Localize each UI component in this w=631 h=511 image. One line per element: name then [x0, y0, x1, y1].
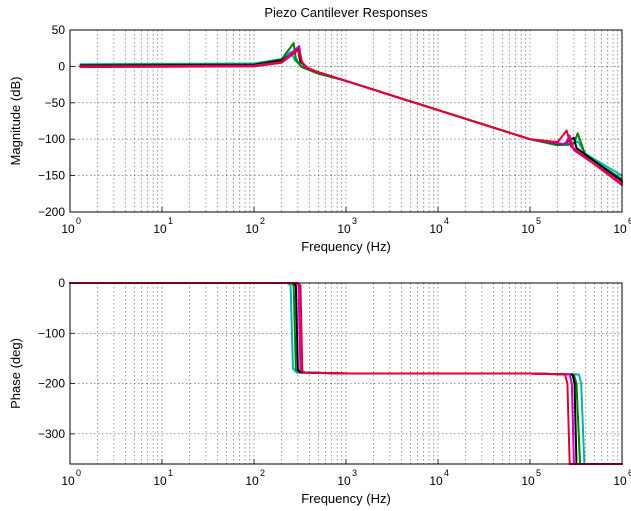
y-tick-label: −100 — [38, 132, 65, 146]
x-tick-label-exponent: 0 — [76, 468, 81, 478]
y-tick-label: −150 — [38, 169, 65, 183]
axes-box — [69, 29, 623, 213]
x-tick-label-exponent: 1 — [168, 216, 173, 226]
x-tick-label: 10 — [61, 222, 75, 236]
y-tick-label: −50 — [45, 96, 66, 110]
x-tick-label-exponent: 5 — [536, 468, 541, 478]
x-axis-label: Frequency (Hz) — [301, 491, 391, 506]
x-tick-label-exponent: 2 — [260, 216, 265, 226]
y-tick-label: −200 — [38, 377, 65, 391]
x-tick-label-exponent: 6 — [628, 468, 631, 478]
x-tick-label: 10 — [521, 222, 535, 236]
x-tick-label-exponent: 3 — [352, 216, 357, 226]
x-tick-label-exponent: 4 — [444, 468, 449, 478]
x-tick-label: 10 — [337, 474, 351, 488]
series-line-5 — [69, 282, 623, 465]
x-tick-label: 10 — [429, 474, 443, 488]
x-tick-label-exponent: 3 — [352, 468, 357, 478]
x-tick-label: 10 — [337, 222, 351, 236]
x-tick-label: 10 — [153, 222, 167, 236]
x-tick-label: 10 — [613, 474, 627, 488]
y-tick-label: −300 — [38, 427, 65, 441]
y-tick-label: −200 — [38, 205, 65, 219]
y-tick-label: 50 — [52, 23, 66, 37]
x-tick-label: 10 — [61, 474, 75, 488]
x-tick-label: 10 — [245, 474, 259, 488]
y-axis-label: Magnitude (dB) — [8, 77, 23, 166]
y-tick-label: 0 — [58, 59, 65, 73]
x-tick-label: 10 — [613, 222, 627, 236]
y-tick-label: 0 — [58, 276, 65, 290]
y-tick-label: −100 — [38, 326, 65, 340]
x-tick-label: 10 — [153, 474, 167, 488]
x-tick-label: 10 — [429, 222, 443, 236]
x-tick-label: 10 — [245, 222, 259, 236]
series-line-5 — [79, 49, 623, 187]
x-tick-label-exponent: 6 — [628, 216, 631, 226]
x-axis-label: Frequency (Hz) — [301, 239, 391, 254]
x-tick-label-exponent: 5 — [536, 216, 541, 226]
magnitude-plot: 100101102103104105106500−50−100−150−200F… — [8, 23, 631, 254]
x-tick-label-exponent: 1 — [168, 468, 173, 478]
x-tick-label: 10 — [521, 474, 535, 488]
x-tick-label-exponent: 2 — [260, 468, 265, 478]
x-tick-label-exponent: 0 — [76, 216, 81, 226]
y-axis-label: Phase (deg) — [8, 338, 23, 409]
x-tick-label-exponent: 4 — [444, 216, 449, 226]
phase-plot: 1001011021031041051060−100−200−300Freque… — [8, 276, 631, 506]
chart-title: Piezo Cantilever Responses — [264, 5, 428, 20]
